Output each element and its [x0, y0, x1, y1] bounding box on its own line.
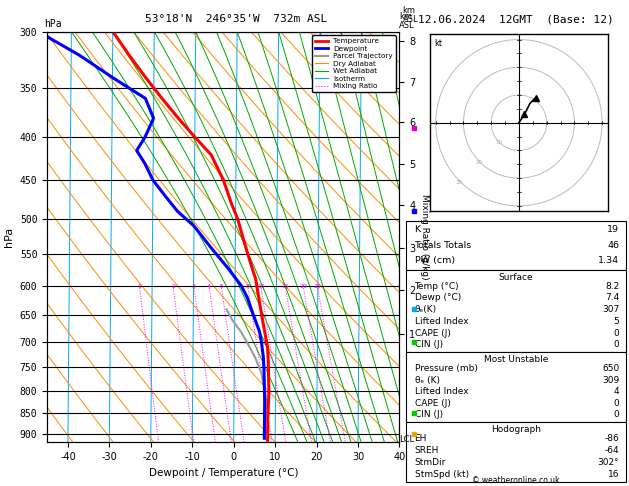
Text: K: K — [415, 225, 421, 234]
Text: © weatheronline.co.uk: © weatheronline.co.uk — [472, 476, 560, 485]
Text: 4: 4 — [614, 387, 619, 396]
Text: Surface: Surface — [498, 273, 533, 282]
Text: Most Unstable: Most Unstable — [484, 355, 548, 364]
Text: 0: 0 — [613, 410, 619, 419]
Text: 10: 10 — [496, 140, 503, 145]
Text: EH: EH — [415, 434, 427, 443]
Text: 0: 0 — [613, 341, 619, 349]
Text: 25: 25 — [313, 284, 321, 289]
Text: LCL: LCL — [399, 434, 415, 444]
Text: 16: 16 — [608, 470, 619, 479]
Y-axis label: Mixing Ratio (g/kg): Mixing Ratio (g/kg) — [420, 194, 429, 280]
Text: 20: 20 — [476, 160, 482, 165]
Text: 2: 2 — [171, 284, 175, 289]
Text: CAPE (J): CAPE (J) — [415, 329, 450, 338]
Text: 53°18'N  246°35'W  732m ASL: 53°18'N 246°35'W 732m ASL — [145, 14, 327, 24]
Text: 1: 1 — [138, 284, 142, 289]
Bar — [406, 422, 626, 482]
Text: 0: 0 — [613, 399, 619, 408]
Text: 650: 650 — [602, 364, 619, 373]
Bar — [406, 270, 626, 352]
Text: StmSpd (kt): StmSpd (kt) — [415, 470, 469, 479]
Text: 7.4: 7.4 — [605, 294, 619, 302]
Text: CAPE (J): CAPE (J) — [415, 399, 450, 408]
Text: 46: 46 — [607, 241, 619, 250]
Text: Hodograph: Hodograph — [491, 425, 541, 434]
Bar — [406, 221, 626, 270]
Text: 3: 3 — [192, 284, 196, 289]
Text: CIN (J): CIN (J) — [415, 410, 443, 419]
Text: 10: 10 — [257, 284, 265, 289]
Y-axis label: hPa: hPa — [4, 227, 14, 247]
Text: 8.2: 8.2 — [605, 281, 619, 291]
Text: Lifted Index: Lifted Index — [415, 387, 468, 396]
Text: Pressure (mb): Pressure (mb) — [415, 364, 477, 373]
Text: 5: 5 — [220, 284, 223, 289]
Text: kt: kt — [434, 39, 442, 48]
Text: 20: 20 — [299, 284, 307, 289]
Text: -86: -86 — [604, 434, 619, 443]
Text: 19: 19 — [607, 225, 619, 234]
Text: 4: 4 — [207, 284, 211, 289]
Text: θₑ (K): θₑ (K) — [415, 376, 440, 384]
Text: km
ASL: km ASL — [399, 12, 415, 30]
Text: SREH: SREH — [415, 446, 439, 455]
Legend: Temperature, Dewpoint, Parcel Trajectory, Dry Adiabat, Wet Adiabat, Isotherm, Mi: Temperature, Dewpoint, Parcel Trajectory… — [311, 35, 396, 92]
Text: 12.06.2024  12GMT  (Base: 12): 12.06.2024 12GMT (Base: 12) — [418, 14, 614, 24]
Text: Temp (°C): Temp (°C) — [415, 281, 459, 291]
Text: 0: 0 — [613, 329, 619, 338]
Text: -64: -64 — [604, 446, 619, 455]
Text: 8: 8 — [246, 284, 250, 289]
Text: 15: 15 — [281, 284, 289, 289]
Text: 309: 309 — [602, 376, 619, 384]
Text: CIN (J): CIN (J) — [415, 341, 443, 349]
Text: 302°: 302° — [598, 458, 619, 467]
Text: hPa: hPa — [44, 19, 62, 29]
Text: Dewp (°C): Dewp (°C) — [415, 294, 461, 302]
Text: PW (cm): PW (cm) — [415, 256, 455, 265]
Text: 1.34: 1.34 — [598, 256, 619, 265]
X-axis label: Dewpoint / Temperature (°C): Dewpoint / Temperature (°C) — [148, 468, 298, 478]
Text: StmDir: StmDir — [415, 458, 446, 467]
Text: 307: 307 — [602, 305, 619, 314]
Text: km
ASL: km ASL — [403, 6, 418, 24]
Text: Totals Totals: Totals Totals — [415, 241, 472, 250]
Text: 30: 30 — [455, 180, 462, 185]
Text: 5: 5 — [613, 317, 619, 326]
Text: Lifted Index: Lifted Index — [415, 317, 468, 326]
Text: θₑ(K): θₑ(K) — [415, 305, 437, 314]
Bar — [406, 352, 626, 422]
